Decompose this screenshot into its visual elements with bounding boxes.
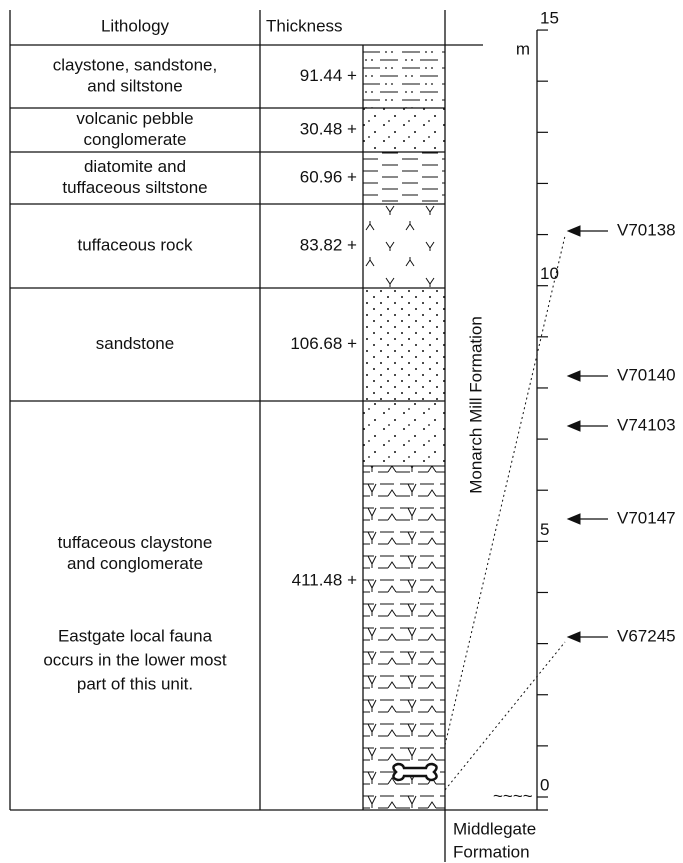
locality-label: V70147 (617, 508, 676, 527)
arrow-head (568, 371, 580, 381)
base-formation: Middlegate (453, 819, 536, 838)
arrow-head (568, 421, 580, 431)
locality-label: V70138 (617, 220, 676, 239)
lithology-text: tuffaceous siltstone (62, 178, 207, 197)
thickness-text: 60.96 + (300, 167, 357, 186)
arrow-head (568, 514, 580, 524)
scale-label: 0 (540, 775, 549, 794)
lithology-text: conglomerate (83, 130, 186, 149)
lithology-text: and conglomerate (67, 554, 203, 573)
lithology-text: diatomite and (84, 157, 186, 176)
formation-name: Monarch Mill Formation (466, 316, 485, 494)
arrow-head (568, 632, 580, 642)
locality-label: V67245 (617, 626, 676, 645)
header-lithology: Lithology (101, 16, 170, 35)
unit-note: part of this unit. (77, 674, 193, 693)
scale-unit: m (516, 39, 530, 58)
scale-label: 5 (540, 520, 549, 539)
locality-label: V74103 (617, 415, 676, 434)
unit-note: Eastgate local fauna (58, 626, 213, 645)
unit-note: occurs in the lower most (43, 650, 227, 669)
thickness-text: 91.44 + (300, 66, 357, 85)
thickness-text: 30.48 + (300, 119, 357, 138)
unconformity: ~~~~ (493, 786, 533, 805)
lithology-text: volcanic pebble (76, 109, 193, 128)
thickness-text: 411.48 + (292, 570, 357, 589)
header-thickness: Thickness (266, 16, 343, 35)
scale-ticks (537, 30, 548, 797)
lithology-text: tuffaceous claystone (58, 533, 213, 552)
lithology-text: and siltstone (87, 76, 182, 95)
scale-label: 10 (540, 264, 559, 283)
base-formation: Formation (453, 842, 530, 861)
lithology-text: tuffaceous rock (78, 235, 193, 254)
patterns (363, 45, 445, 810)
arrow-head (568, 226, 580, 236)
stratigraphic-column: Lithology Thickness m ~~~~ Monarch Mill … (0, 0, 683, 863)
lithology-text: sandstone (96, 334, 174, 353)
thickness-text: 106.68 + (290, 334, 357, 353)
lithology-text: claystone, sandstone, (53, 55, 217, 74)
locality-label: V70140 (617, 365, 676, 384)
scale-label: 15 (540, 9, 559, 28)
thickness-text: 83.82 + (300, 235, 357, 254)
